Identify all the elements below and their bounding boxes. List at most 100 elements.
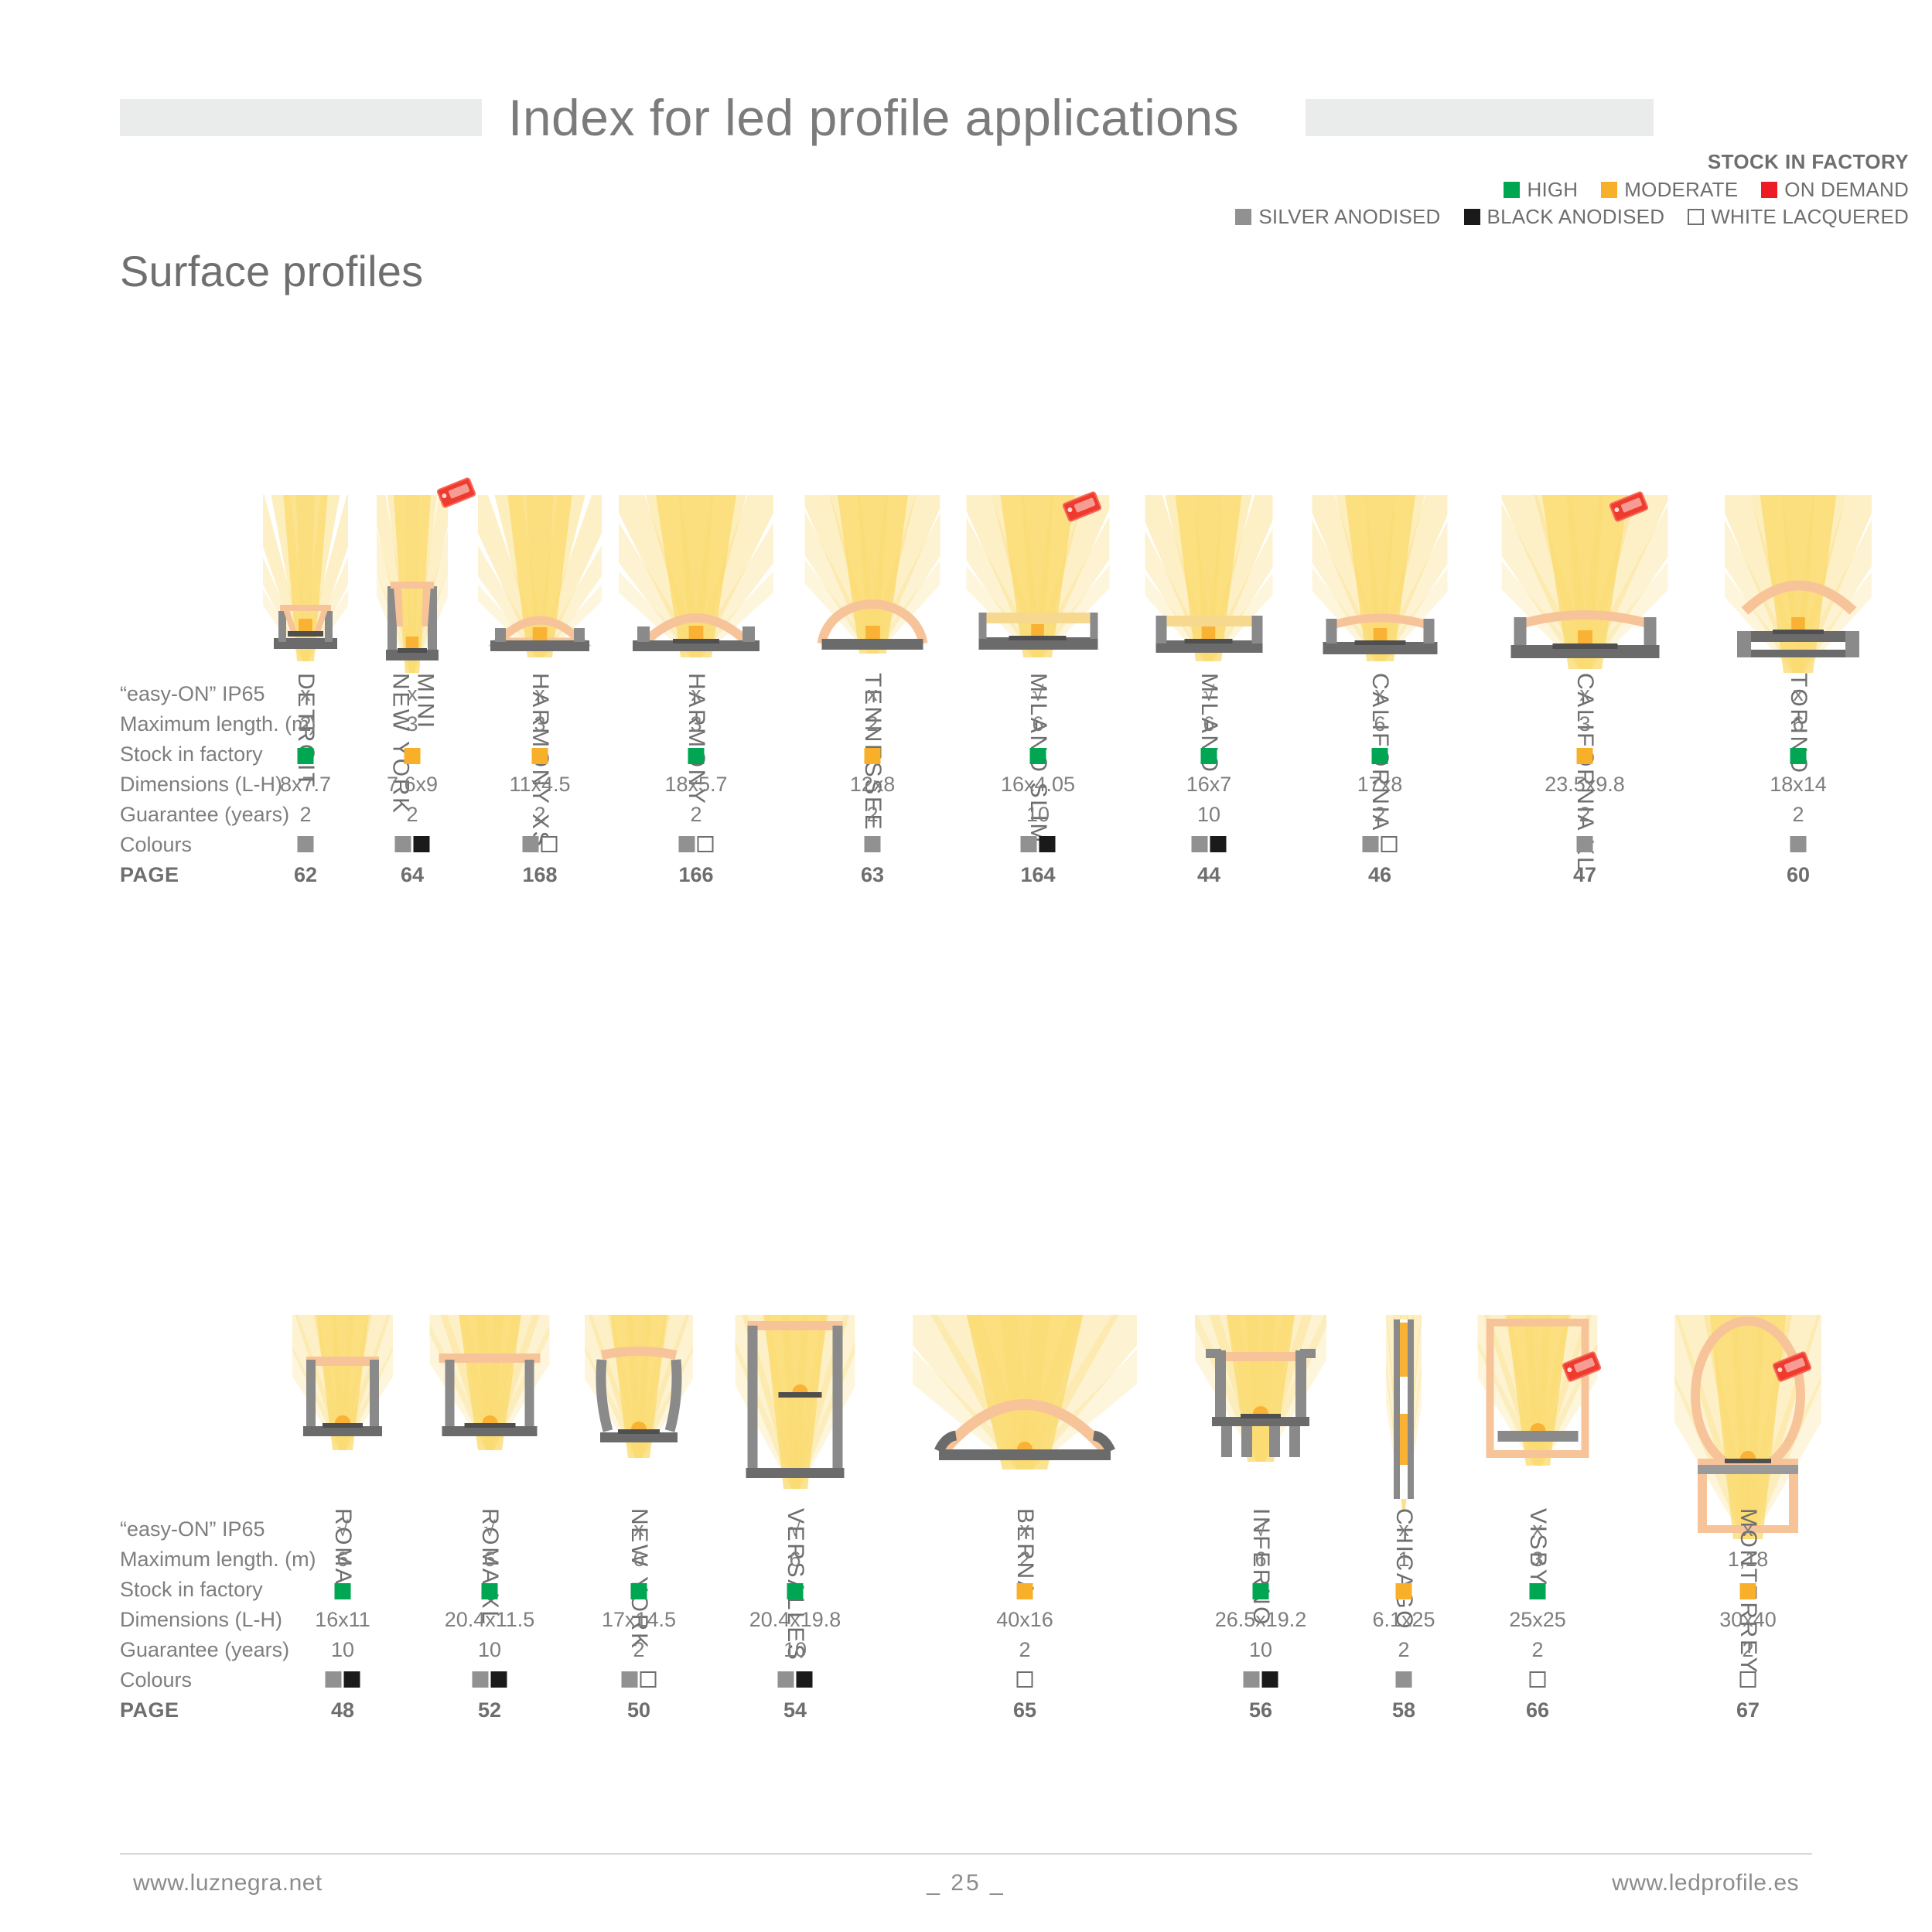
stock-indicator-icon [1252,1583,1269,1599]
cell-easy-on: √ [483,1517,496,1541]
cell-max-length: 6 [1203,712,1215,736]
cell-colours [1191,836,1227,852]
profile-illustration-monterrey [1612,1315,1884,1539]
cell-guarantee: 2 [1579,803,1591,826]
legend-label: BLACK ANODISED [1487,205,1665,228]
colour-swatches [472,1671,507,1688]
cell-stock [1371,746,1388,770]
cell-easy-on: √ [1032,682,1044,705]
cell-guarantee: 2 [866,803,879,826]
stock-indicator-icon [481,1583,498,1599]
row-label-2: Stock in factory [120,742,263,766]
cell-max-length: 2 [866,712,879,736]
cell-max-length: 1,18 [1727,1548,1769,1571]
cell-page: 164 [1020,863,1056,886]
profile-illustration-chicago [1372,1315,1435,1512]
cell-page: 166 [678,863,714,886]
profile-illustration-california [1225,495,1535,661]
legend-stock-row: HIGH MODERATE ON DEMAND [1212,179,1909,200]
header-bar-left [120,99,482,136]
swatch-silver-anodised-icon [1020,836,1037,852]
cell-max-length: 6 [1254,1548,1267,1571]
footer-link-left[interactable]: www.luznegra.net [133,1870,323,1896]
cell-page: 60 [1786,863,1811,886]
swatch-silver-anodised-icon [621,1671,638,1688]
cell-easy-on: x [407,682,418,705]
swatch-black-anodised-icon [1210,836,1227,852]
cell-page: 62 [293,863,318,886]
legend-finish-row: SILVER ANODISED BLACK ANODISED WHITE LACQU… [1212,207,1909,227]
row-label-4: Guarantee (years) [120,803,290,826]
cell-easy-on: x [300,682,311,705]
profile-illustration-torino [1632,495,1932,673]
swatch-silver-anodised-icon [1362,836,1379,852]
swatch-black-anodised-icon [796,1671,813,1688]
cell-stock [1252,1581,1269,1605]
profile-illustration-milanoslim [875,495,1200,657]
swatch-white-lacquered-icon [1016,1671,1033,1688]
page-header: Index for led profile applications [0,87,1932,148]
swatch-white-lacquered-icon [1381,836,1398,852]
cell-easy-on: √ [789,1517,801,1541]
stock-indicator-icon [1790,748,1807,764]
colour-swatches [1529,1671,1546,1688]
cell-stock [1576,746,1593,770]
cell-stock [630,1581,647,1605]
swatch-silver-anodised-icon [472,1671,489,1688]
cell-page: 64 [400,863,425,886]
legend-swatch-icon [1463,208,1480,225]
cell-page: 56 [1248,1698,1273,1722]
cell-dimensions: 20.4x11.5 [444,1608,535,1631]
cell-easy-on: x [633,1517,644,1541]
profile-illustration-newyork [544,1315,734,1458]
legend-label: HIGH [1527,178,1579,201]
cell-easy-on: √ [336,1517,349,1541]
cell-easy-on: x [1374,682,1385,705]
stock-indicator-icon [787,1583,804,1599]
cell-dimensions: 18x14 [1770,773,1827,796]
swatch-silver-anodised-icon [1790,836,1807,852]
profile-illustration-newyorkmini [332,495,493,673]
swatch-black-anodised-icon [1039,836,1056,852]
cell-page: 50 [626,1698,651,1722]
row-label-5: Colours [120,833,193,856]
page-number: _ 25 _ [927,1870,1005,1896]
cell-colours [1016,1671,1033,1688]
profile-illustration-inferno [1167,1315,1354,1462]
colour-swatches [297,836,314,852]
cell-guarantee: 2 [1019,1638,1031,1661]
cell-colours [777,1671,813,1688]
page-title: Index for led profile applications [508,89,1240,146]
cell-guarantee: 10 [783,1638,807,1661]
cell-guarantee: 2 [299,803,312,826]
cell-page: 67 [1736,1698,1760,1722]
cell-max-length: 2 [1019,1548,1031,1571]
cell-max-length: 3 [690,712,702,736]
cell-dimensions: 30x40 [1719,1608,1777,1631]
cell-colours [864,836,881,852]
swatch-white-lacquered-icon [697,836,714,852]
cell-dimensions: 16x11 [315,1608,370,1631]
row-label-0: “easy-ON” IP65 [120,682,265,705]
cell-easy-on: x [1019,1517,1030,1541]
stock-indicator-icon [531,748,548,764]
cell-stock [1395,1581,1412,1605]
profile-illustration-roma [253,1315,432,1450]
cell-stock [481,1581,498,1605]
cell-guarantee: 2 [406,803,418,826]
swatch-white-lacquered-icon [1529,1671,1546,1688]
cell-easy-on: x [534,682,545,705]
swatch-silver-anodised-icon [777,1671,794,1688]
cell-guarantee: 2 [1742,1638,1754,1661]
swatch-silver-anodised-icon [522,836,539,852]
row-label-3: Dimensions (L-H) [120,773,283,796]
swatch-white-lacquered-icon [541,836,558,852]
cell-guarantee: 10 [1248,1638,1273,1661]
legend-swatch-icon [1688,208,1705,225]
profile-illustration-romaxl [398,1315,582,1450]
cell-max-length: 3 [534,712,546,736]
footer-link-right[interactable]: www.ledprofile.es [1612,1870,1799,1896]
cell-colours [297,836,314,852]
stock-indicator-icon [630,1583,647,1599]
cell-easy-on: x [1532,1517,1543,1541]
